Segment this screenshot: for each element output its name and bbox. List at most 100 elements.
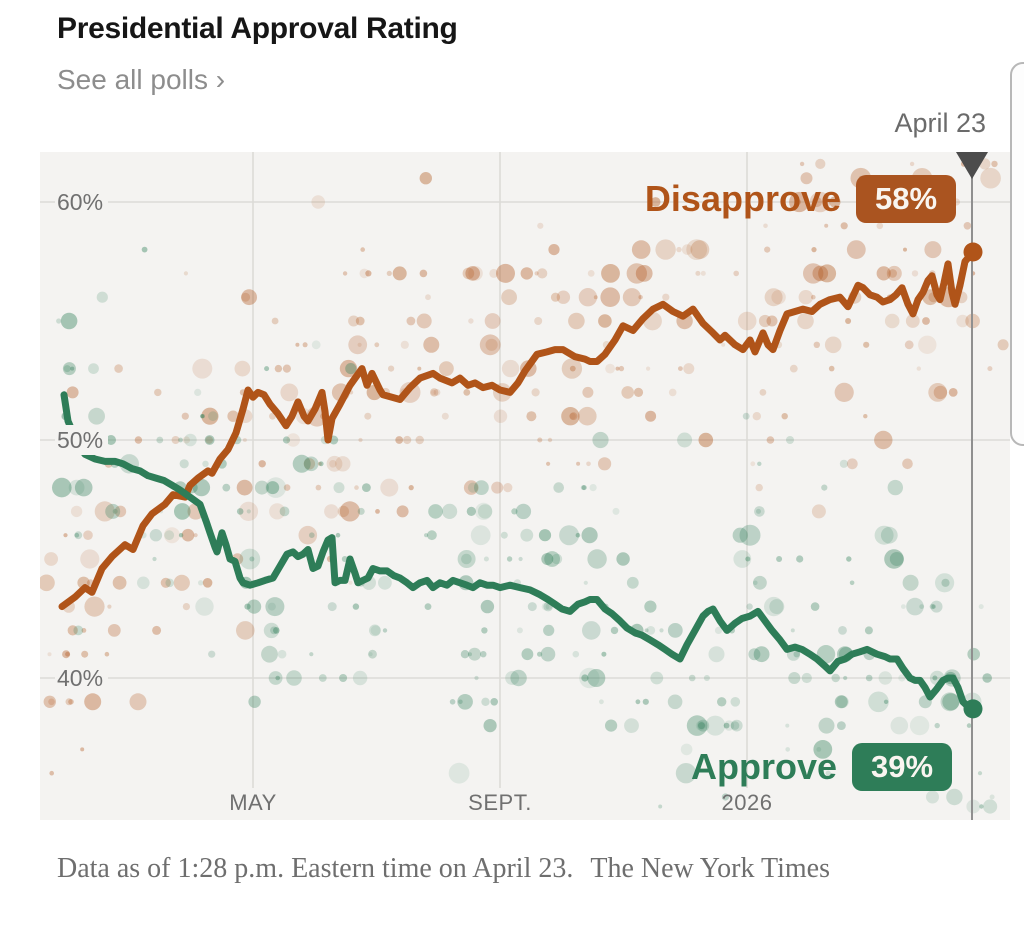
poll-dot-approve [790, 628, 795, 633]
poll-dot-disapprove [396, 505, 409, 518]
poll-dot-approve [477, 504, 493, 519]
poll-dot-approve [836, 695, 849, 709]
poll-dot-disapprove [43, 695, 56, 708]
disapprove-end-dot [963, 242, 983, 262]
poll-dot-disapprove [904, 340, 914, 350]
poll-dot-approve [977, 771, 983, 776]
poll-dot-disapprove [365, 270, 372, 277]
poll-dot-disapprove [484, 313, 501, 329]
poll-dot-approve [753, 646, 770, 663]
poll-dot-disapprove [635, 265, 653, 282]
poll-dot-disapprove [845, 318, 852, 324]
poll-dot-disapprove [173, 574, 190, 591]
poll-dot-disapprove [811, 504, 826, 519]
poll-dot-disapprove [112, 575, 127, 590]
poll-dot-disapprove [902, 458, 913, 470]
poll-dot-disapprove [201, 407, 219, 425]
poll-dot-approve [966, 799, 981, 814]
poll-dot-approve [868, 691, 889, 713]
poll-dot-approve [730, 721, 740, 730]
poll-dot-disapprove [501, 289, 517, 306]
poll-dot-disapprove [546, 461, 551, 466]
poll-dot-approve [247, 599, 262, 614]
poll-dot-disapprove [598, 314, 612, 328]
poll-dot-disapprove [569, 412, 576, 420]
poll-dot-disapprove [496, 263, 515, 283]
poll-dot-disapprove [66, 386, 79, 399]
poll-dot-approve [427, 530, 437, 541]
poll-dot-disapprove [618, 365, 625, 372]
poll-dot-disapprove [911, 270, 919, 277]
poll-dot-disapprove [83, 530, 93, 540]
poll-dot-approve [309, 532, 315, 538]
poll-dot-disapprove [181, 412, 189, 420]
poll-dot-disapprove [241, 292, 251, 302]
poll-dot-approve [745, 556, 751, 562]
poll-dot-disapprove [192, 358, 213, 379]
poll-dot-approve [580, 485, 586, 491]
poll-dot-approve [480, 651, 487, 658]
see-all-polls-link[interactable]: See all polls › [57, 64, 226, 95]
poll-dot-disapprove [799, 161, 805, 167]
poll-dot-disapprove [489, 268, 499, 278]
approve-end-dot [963, 699, 983, 719]
poll-dot-approve [581, 527, 598, 544]
poll-dot-disapprove [863, 414, 868, 419]
poll-dot-approve [202, 460, 209, 467]
poll-dot-approve [786, 436, 794, 444]
poll-dot-disapprove [600, 287, 620, 307]
poll-dot-disapprove [430, 388, 439, 397]
poll-dot-approve [369, 624, 381, 637]
poll-dot-disapprove [755, 483, 763, 492]
poll-dot-disapprove [355, 316, 365, 326]
poll-dot-disapprove [181, 528, 195, 542]
poll-dot-approve [174, 503, 191, 520]
poll-dot-disapprove [537, 222, 544, 229]
poll-dot-disapprove [916, 366, 921, 371]
poll-dot-approve [141, 246, 148, 253]
poll-dot-disapprove [62, 650, 71, 659]
poll-dot-disapprove [561, 358, 583, 379]
poll-dot-approve [587, 669, 606, 687]
poll-dot-approve [352, 670, 368, 686]
poll-dot-approve [739, 524, 761, 546]
poll-dot-approve [714, 626, 723, 634]
poll-dot-disapprove [874, 430, 893, 450]
poll-dot-approve [732, 527, 748, 543]
poll-dot-disapprove [242, 438, 247, 442]
poll-dot-approve [518, 556, 523, 562]
poll-dot-disapprove [534, 271, 539, 276]
poll-dot-approve [149, 529, 163, 542]
poll-dot-approve [194, 388, 202, 396]
poll-dot-disapprove [813, 341, 820, 348]
page-scrollbar-thumb[interactable] [1010, 62, 1024, 446]
poll-dot-disapprove [295, 342, 300, 347]
poll-dot-approve [483, 719, 497, 733]
poll-dot-disapprove [956, 314, 969, 328]
poll-dot-disapprove [621, 386, 634, 399]
poll-dot-approve [934, 722, 940, 729]
poll-dot-disapprove [364, 412, 372, 420]
poll-dot-approve [906, 597, 924, 616]
poll-dot-approve [74, 478, 93, 497]
poll-dot-approve [583, 580, 588, 585]
poll-dot-disapprove [752, 412, 761, 421]
poll-dot-disapprove [759, 389, 767, 396]
poll-dot-disapprove [415, 435, 424, 445]
poll-dot-approve [810, 602, 820, 611]
poll-dot-disapprove [107, 624, 121, 637]
poll-dot-approve [309, 652, 314, 657]
poll-dot-disapprove [750, 461, 756, 467]
poll-dot-approve [543, 624, 555, 636]
poll-dot-disapprove [547, 437, 553, 443]
poll-dot-disapprove [764, 288, 783, 307]
poll-dot-approve [601, 651, 607, 657]
current-date-label: April 23 [894, 108, 986, 138]
poll-dot-disapprove [317, 461, 322, 466]
poll-dot-approve [60, 312, 78, 330]
poll-dot-disapprove [463, 389, 471, 396]
poll-dot-approve [834, 695, 848, 709]
poll-dot-approve [880, 526, 898, 544]
data-as-of-text: Data as of 1:28 p.m. Eastern time on Apr… [57, 853, 574, 884]
poll-dot-disapprove [491, 481, 504, 494]
